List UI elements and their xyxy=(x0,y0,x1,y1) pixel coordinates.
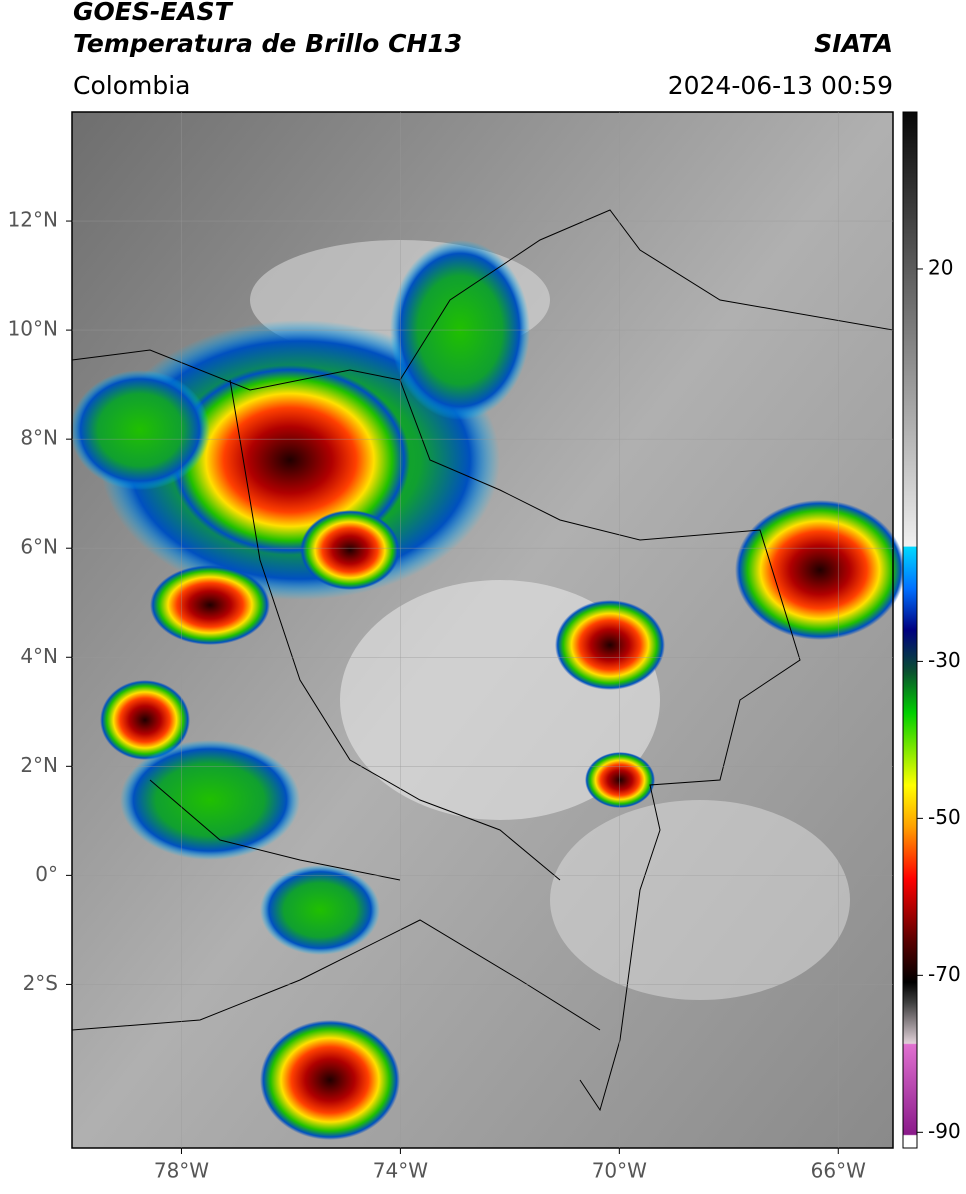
subtitle: Temperatura de Brillo CH13 xyxy=(73,29,462,58)
y-tick-label: 12°N xyxy=(8,208,58,232)
imagery xyxy=(70,112,905,1148)
title: GOES-EAST xyxy=(73,0,234,26)
colorbar xyxy=(902,111,918,1149)
region: Colombia xyxy=(73,71,190,100)
x-tick-label: 70°W xyxy=(592,1159,647,1183)
timestamp: 2024-06-13 00:59 xyxy=(668,71,893,100)
y-tick-label: 2°S xyxy=(23,971,58,995)
colorbar-tick-label: -70 xyxy=(928,962,961,986)
y-tick-label: 4°N xyxy=(20,644,58,668)
y-tick-label: 10°N xyxy=(8,317,58,341)
x-tick-label: 78°W xyxy=(154,1159,209,1183)
y-tick-label: 6°N xyxy=(20,535,58,559)
map-frame xyxy=(71,111,894,1149)
y-tick-label: 2°N xyxy=(20,753,58,777)
x-tick-label: 66°W xyxy=(811,1159,866,1183)
x-tick-label: 74°W xyxy=(373,1159,428,1183)
colorbar-tick-label: -90 xyxy=(928,1119,961,1143)
y-tick-label: 8°N xyxy=(20,426,58,450)
colorbar-tick-label: -30 xyxy=(928,648,961,672)
source: SIATA xyxy=(814,29,893,58)
colorbar-tick-label: 20 xyxy=(928,255,953,279)
colorbar-tick-label: -50 xyxy=(928,805,961,829)
y-tick-label: 0° xyxy=(35,862,58,886)
